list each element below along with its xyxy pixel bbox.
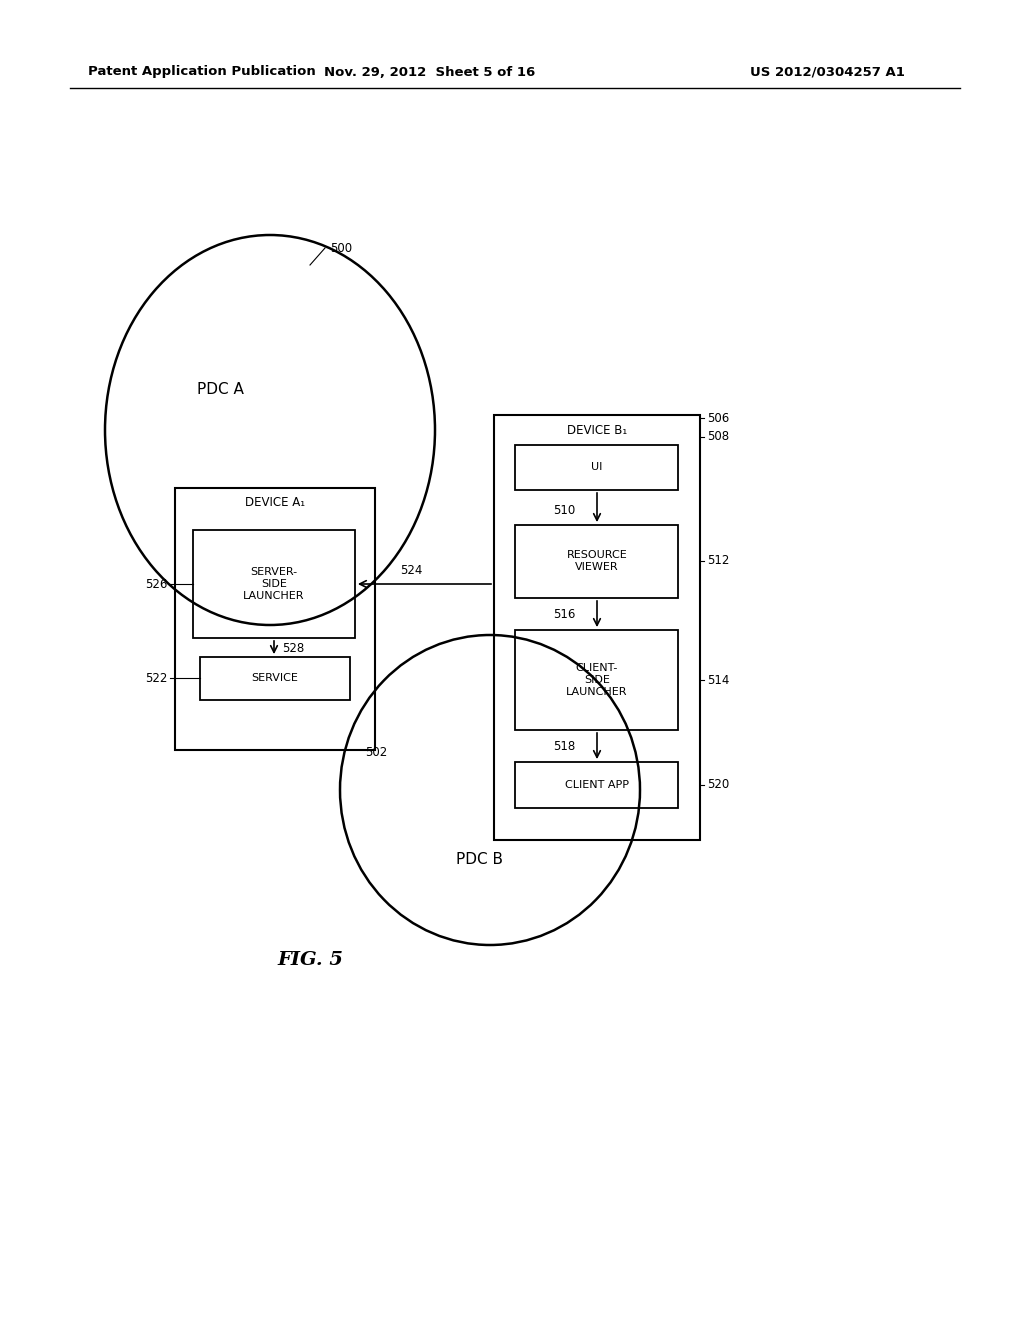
Text: 508: 508 (707, 430, 729, 444)
Text: CLIENT APP: CLIENT APP (565, 780, 629, 789)
Text: DEVICE A₁: DEVICE A₁ (245, 495, 305, 508)
Bar (515, 762, 678, 808)
Text: UI: UI (591, 462, 603, 473)
Text: SERVICE: SERVICE (252, 673, 298, 682)
Text: 518: 518 (553, 739, 575, 752)
Text: PDC B: PDC B (457, 853, 504, 867)
Text: SERVER-
SIDE
LAUNCHER: SERVER- SIDE LAUNCHER (244, 568, 305, 601)
Text: 516: 516 (553, 607, 575, 620)
Bar (200, 657, 350, 700)
Bar (515, 445, 678, 490)
Text: 502: 502 (365, 746, 387, 759)
Text: 510: 510 (553, 503, 575, 516)
Text: RESOURCE
VIEWER: RESOURCE VIEWER (566, 550, 628, 572)
Bar (193, 531, 355, 638)
Text: 500: 500 (330, 242, 352, 255)
Text: 528: 528 (282, 642, 304, 655)
Text: 506: 506 (707, 412, 729, 425)
Bar (515, 525, 678, 598)
Text: Nov. 29, 2012  Sheet 5 of 16: Nov. 29, 2012 Sheet 5 of 16 (325, 66, 536, 78)
Text: PDC A: PDC A (197, 383, 244, 397)
Text: CLIENT-
SIDE
LAUNCHER: CLIENT- SIDE LAUNCHER (566, 664, 628, 697)
Text: FIG. 5: FIG. 5 (278, 950, 343, 969)
Bar (175, 488, 375, 750)
Text: 522: 522 (145, 672, 168, 685)
Text: DEVICE B₁: DEVICE B₁ (567, 424, 627, 437)
Text: 524: 524 (400, 564, 422, 577)
Text: 512: 512 (707, 554, 729, 568)
Text: 520: 520 (707, 779, 729, 792)
Bar (515, 630, 678, 730)
Text: Patent Application Publication: Patent Application Publication (88, 66, 315, 78)
Text: US 2012/0304257 A1: US 2012/0304257 A1 (750, 66, 905, 78)
Text: 514: 514 (707, 673, 729, 686)
Text: 526: 526 (145, 578, 168, 590)
Bar (494, 414, 700, 840)
